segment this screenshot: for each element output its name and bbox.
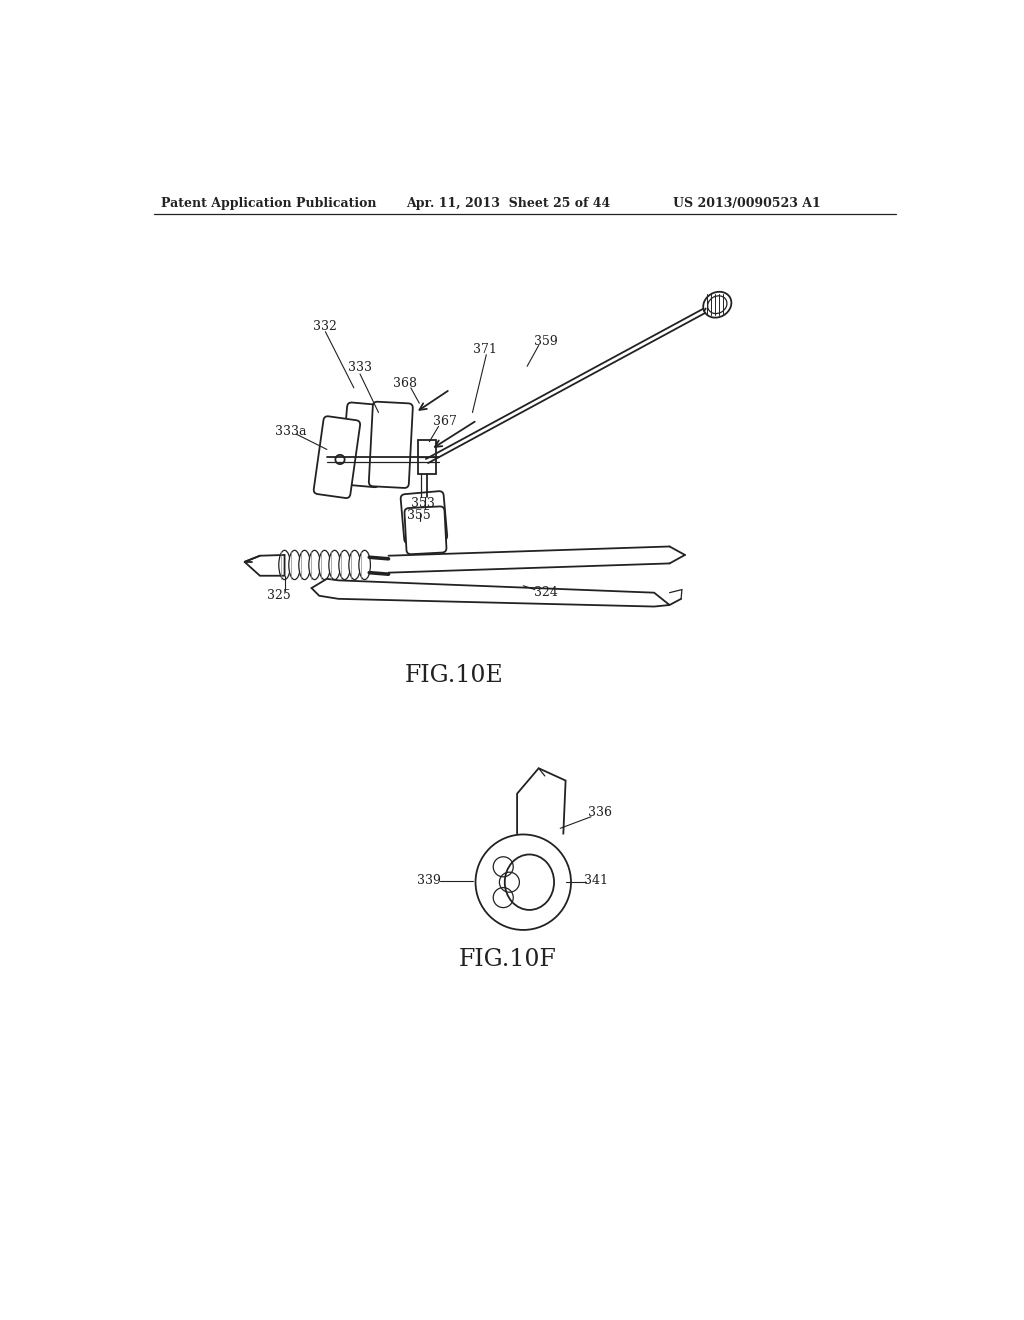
Text: US 2013/0090523 A1: US 2013/0090523 A1 [673, 197, 820, 210]
Text: Patent Application Publication: Patent Application Publication [162, 197, 377, 210]
Text: 333a: 333a [275, 425, 306, 438]
Text: 333: 333 [348, 362, 372, 375]
Ellipse shape [329, 550, 340, 579]
Text: 332: 332 [313, 319, 337, 333]
Text: 341: 341 [585, 874, 608, 887]
FancyBboxPatch shape [341, 403, 385, 487]
Text: 324: 324 [535, 586, 558, 599]
Ellipse shape [279, 550, 291, 579]
Ellipse shape [289, 550, 300, 579]
Text: 353: 353 [412, 496, 435, 510]
Text: Apr. 11, 2013  Sheet 25 of 44: Apr. 11, 2013 Sheet 25 of 44 [406, 197, 610, 210]
Ellipse shape [339, 550, 350, 579]
FancyBboxPatch shape [400, 491, 447, 544]
Bar [418, 441, 436, 474]
Ellipse shape [318, 550, 331, 579]
FancyBboxPatch shape [404, 507, 446, 554]
FancyBboxPatch shape [369, 401, 413, 488]
Text: FIG.10E: FIG.10E [404, 664, 504, 688]
Ellipse shape [358, 550, 371, 579]
Text: 336: 336 [588, 807, 612, 820]
Text: 339: 339 [418, 874, 441, 887]
Text: 367: 367 [433, 416, 457, 428]
Ellipse shape [708, 296, 727, 314]
Text: 325: 325 [267, 589, 291, 602]
Text: 359: 359 [535, 335, 558, 348]
Ellipse shape [309, 550, 321, 579]
Text: FIG.10F: FIG.10F [459, 948, 557, 970]
Ellipse shape [349, 550, 360, 579]
Ellipse shape [703, 292, 731, 318]
FancyBboxPatch shape [313, 416, 360, 498]
Text: 371: 371 [473, 343, 497, 356]
Ellipse shape [299, 550, 310, 579]
Text: 355: 355 [407, 510, 430, 523]
Text: 368: 368 [392, 376, 417, 389]
